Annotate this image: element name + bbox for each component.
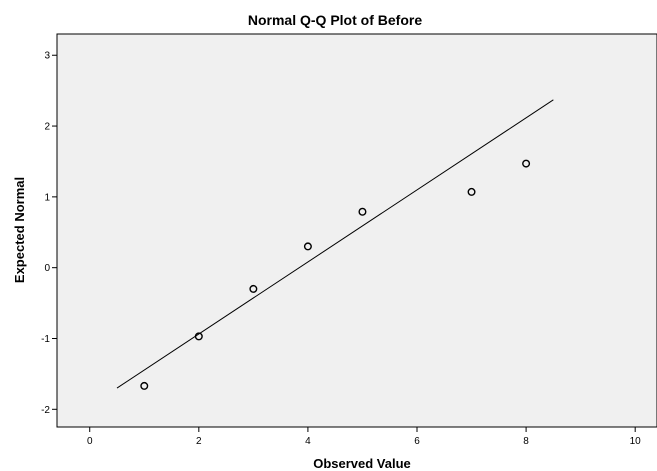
chart-title: Normal Q-Q Plot of Before [248,12,422,28]
x-axis-ticks: 0 2 4 6 8 10 [87,427,641,447]
y-axis-ticks: -2 -1 0 1 2 3 [41,51,57,416]
x-tick-label: 6 [414,436,420,447]
y-axis-label: Expected Normal [12,177,27,283]
reference-line [116,99,554,389]
data-point [194,332,203,341]
y-tick-label: 0 [44,263,50,274]
x-tick-label: 4 [305,436,311,447]
y-tick-label: -1 [41,334,50,345]
y-tick-label: 3 [44,51,50,62]
data-point [522,159,531,168]
y-tick-label: -2 [41,405,50,416]
data-point [358,207,367,216]
x-tick-label: 2 [196,436,202,447]
data-point [140,381,149,390]
x-axis-label: Observed Value [313,456,411,471]
data-point [249,284,258,293]
y-tick-label: 1 [44,192,50,203]
data-points [140,159,531,390]
x-tick-label: 0 [87,436,93,447]
x-tick-label: 8 [523,436,529,447]
y-tick-label: 2 [44,122,50,133]
data-point [467,187,476,196]
data-point [303,242,312,251]
x-tick-label: 10 [630,436,642,447]
